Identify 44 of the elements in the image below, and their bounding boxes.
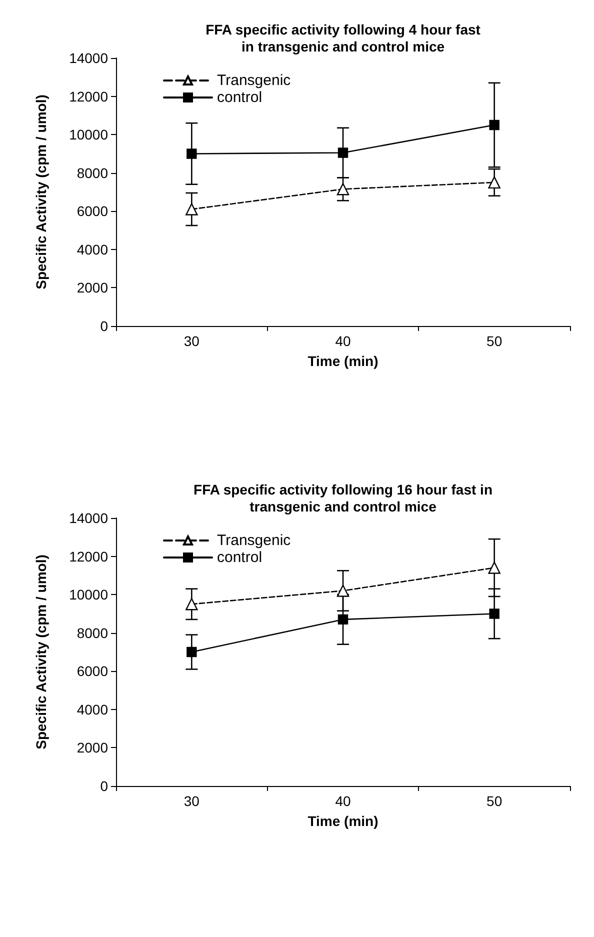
y-tick-label: 14000 <box>69 510 108 526</box>
x-axis-title: Time (min) <box>308 813 378 829</box>
y-axis-title: Specific Activity (cpm / umol) <box>33 94 49 290</box>
y-tick-label: 0 <box>100 318 108 334</box>
y-tick-label: 8000 <box>76 624 108 641</box>
y-tick-label: 12000 <box>69 548 108 564</box>
y-tick-label: 6000 <box>76 663 108 680</box>
legend-label: Transgenic <box>217 72 292 89</box>
y-tick-label: 8000 <box>76 164 108 181</box>
y-tick-label: 2000 <box>76 740 108 756</box>
chart-title: FFA specific activity following 4 hour fast in transgenic and control mice <box>206 22 481 54</box>
x-tick-label: 30 <box>184 333 200 349</box>
point <box>186 148 197 159</box>
chart-title: FFA specific activity following 16 hour fast in transgenic and control mice <box>194 482 492 514</box>
y-tick-label: 4000 <box>76 241 108 258</box>
x-tick-label: 40 <box>335 793 351 809</box>
point <box>489 608 500 619</box>
y-tick-label: 10000 <box>69 126 108 143</box>
y-tick-label: 10000 <box>69 586 108 603</box>
y-tick-label: 14000 <box>69 50 108 66</box>
point <box>488 562 500 574</box>
y-tick-label: 0 <box>100 778 108 794</box>
legend-label: Transgenic <box>217 532 292 549</box>
x-tick-label: 50 <box>486 793 502 809</box>
point <box>489 120 500 130</box>
point <box>338 614 348 625</box>
x-tick-label: 40 <box>335 333 351 349</box>
point <box>488 176 500 189</box>
y-axis-title: Specific Activity (cpm / umol) <box>33 554 49 750</box>
point <box>186 203 198 216</box>
point <box>186 598 198 610</box>
y-tick-label: 4000 <box>76 701 108 718</box>
legend-label: control <box>217 89 262 106</box>
point <box>186 646 197 658</box>
y-tick-label: 2000 <box>76 280 108 296</box>
point <box>336 183 350 196</box>
point <box>336 584 350 597</box>
point <box>338 148 348 158</box>
x-axis-title: Time (min) <box>308 353 378 369</box>
x-tick-label: 30 <box>184 793 200 809</box>
legend-label: control <box>217 549 262 566</box>
x-tick-label: 50 <box>486 333 502 349</box>
y-tick-label: 6000 <box>76 203 108 220</box>
y-tick-label: 12000 <box>69 88 108 104</box>
